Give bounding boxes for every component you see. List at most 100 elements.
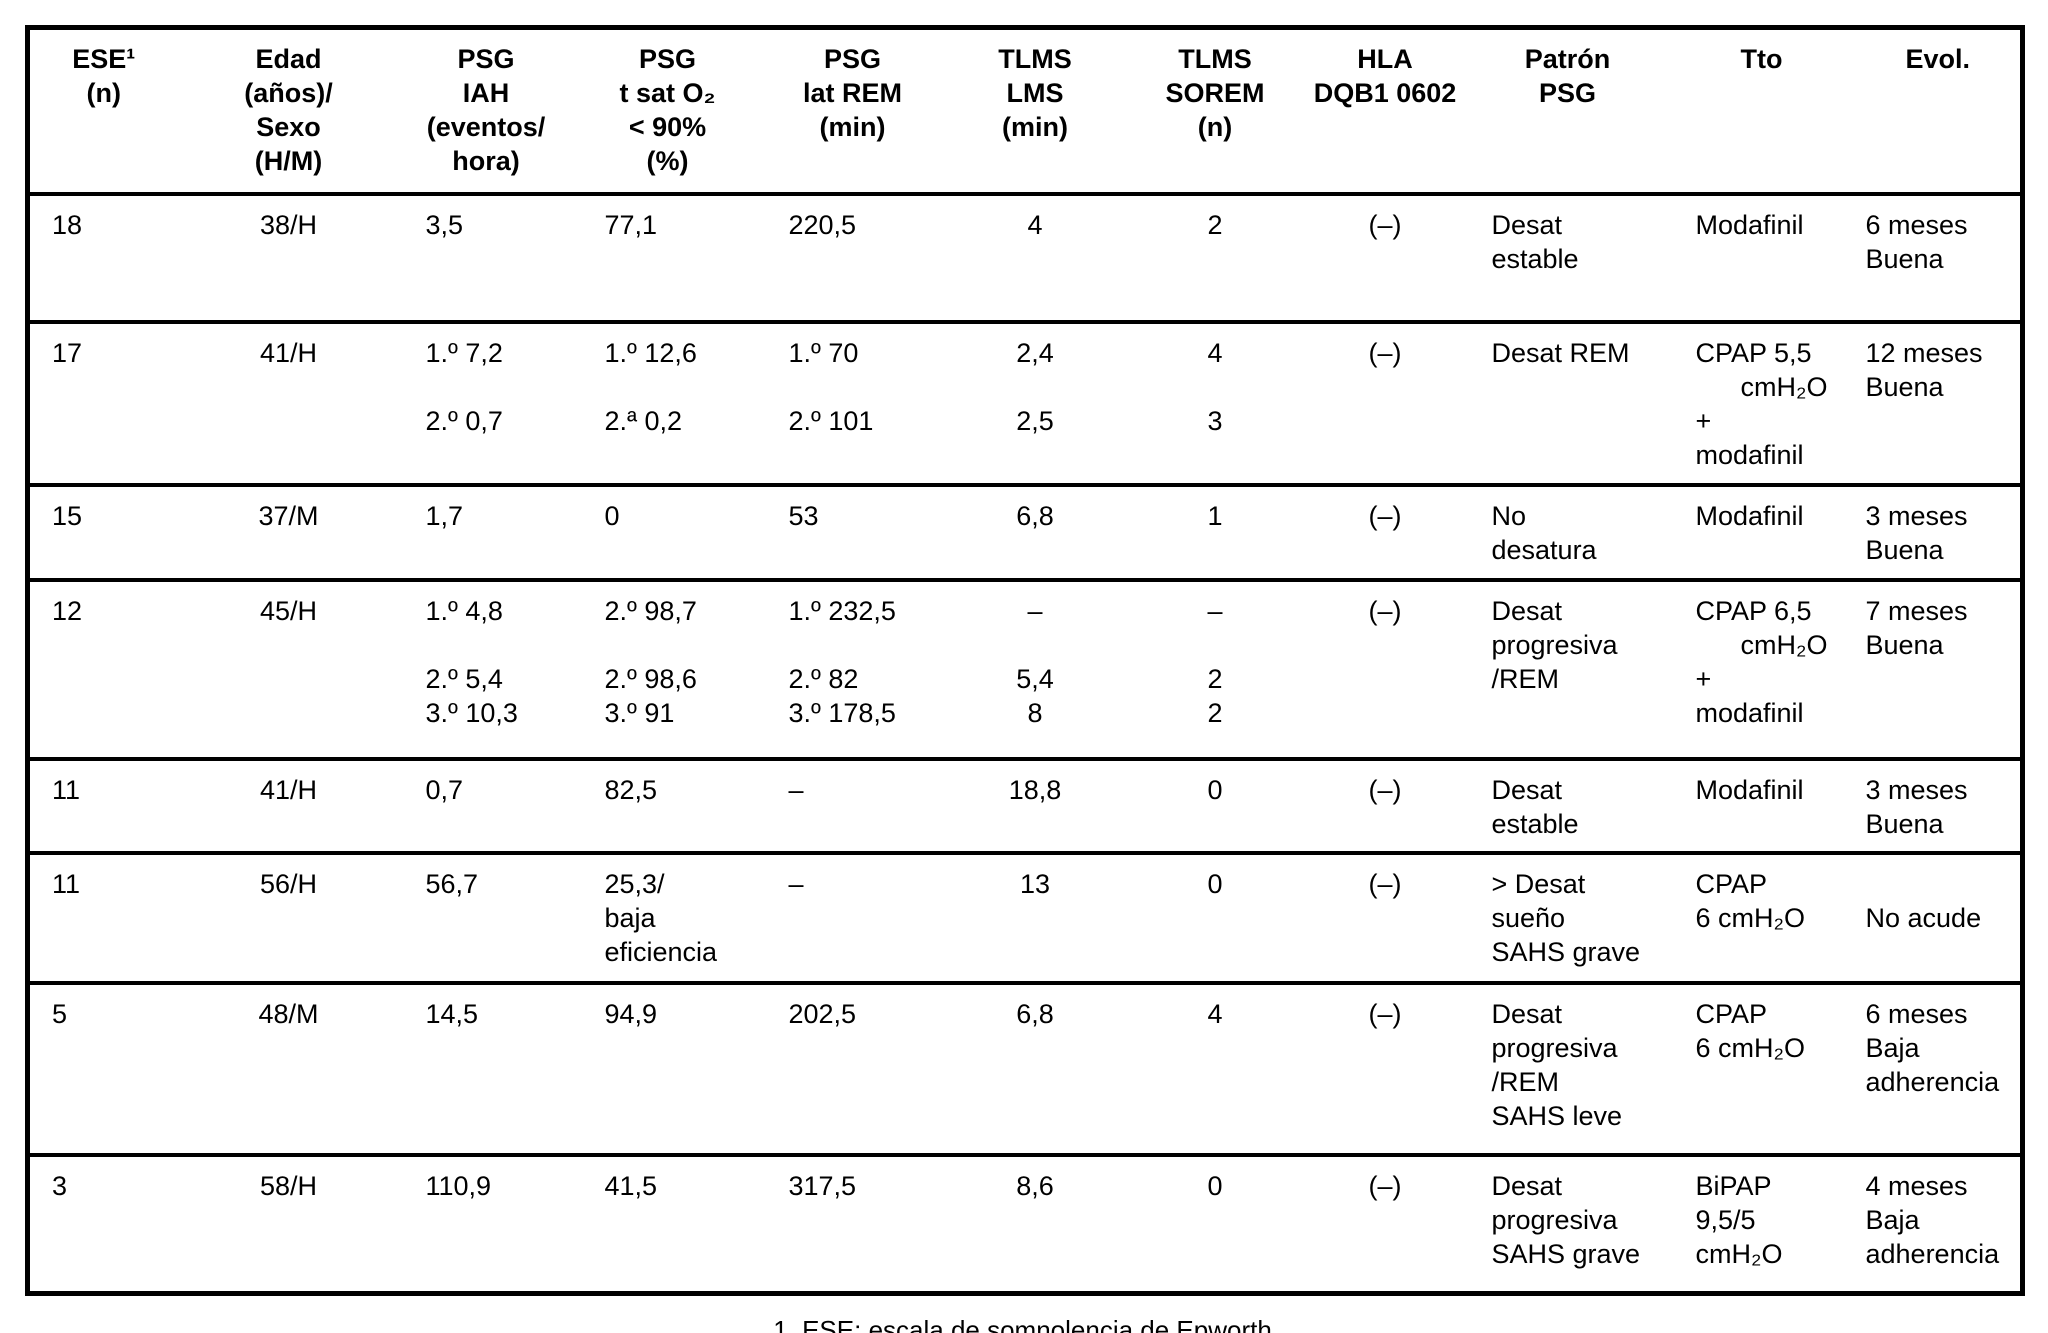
table-cell: 4 — [942, 194, 1128, 324]
table-cell: 1.º 70 2.º 101 — [762, 322, 943, 487]
table-cell: 18,8 — [942, 759, 1128, 855]
table-cell: 1.º 232,5 2.º 82 3.º 178,5 — [762, 580, 943, 761]
table-cell: 11 — [27, 853, 178, 985]
table-cell: 2 — [1127, 194, 1303, 324]
table-cell: Modafinil — [1667, 194, 1856, 324]
table-cell: 6,8 — [942, 485, 1128, 582]
table-cell: 2.º 98,7 2.º 98,6 3.º 91 — [572, 580, 763, 761]
table-cell: 13 — [942, 853, 1128, 985]
table-cell: 37/M — [177, 485, 400, 582]
table-cell: CPAP 6 cmH₂O — [1667, 983, 1856, 1157]
table-cell: > Desat sueño SAHS grave — [1467, 853, 1668, 985]
table-cell: – — [762, 853, 943, 985]
table-cell: 17 — [27, 322, 178, 487]
table-cell: – 5,4 8 — [942, 580, 1128, 761]
column-header-psg-iah: PSG IAH (eventos/ hora) — [399, 27, 573, 196]
column-header-patron-psg: Patrón PSG — [1467, 27, 1668, 196]
table-row: 12 45/H 1.º 4,8 2.º 5,4 3.º 10,3 2.º 98,… — [27, 580, 2023, 761]
table-cell: 3 — [27, 1155, 178, 1295]
table-cell: 11 — [27, 759, 178, 855]
table-cell: No desatura — [1467, 485, 1668, 582]
column-header-tlms-sorem: TLMS SOREM (n) — [1127, 27, 1303, 196]
column-header-tlms-lms: TLMS LMS (min) — [942, 27, 1128, 196]
table-cell: 2,4 2,5 — [942, 322, 1128, 487]
table-cell: 6 meses Buena — [1855, 194, 2023, 324]
table-cell: (–) — [1302, 759, 1468, 855]
table-cell: 12 meses Buena — [1855, 322, 2023, 487]
table-cell: 18 — [27, 194, 178, 324]
table-cell: (–) — [1302, 853, 1468, 985]
column-header-edad-sexo: Edad (años)/ Sexo (H/M) — [177, 27, 400, 196]
table-cell: 1,7 — [399, 485, 573, 582]
table-cell: 0 — [1127, 759, 1303, 855]
table-cell: 3,5 — [399, 194, 573, 324]
table-cell: 41/H — [177, 759, 400, 855]
table-cell: 110,9 — [399, 1155, 573, 1295]
table-cell: 0 — [1127, 1155, 1303, 1295]
table-cell: 82,5 — [572, 759, 763, 855]
table-cell: 4 3 — [1127, 322, 1303, 487]
table-cell: Desat progresiva /REM SAHS leve — [1467, 983, 1668, 1157]
table-cell: (–) — [1302, 322, 1468, 487]
table-cell: 41,5 — [572, 1155, 763, 1295]
column-header-evol: Evol. — [1855, 27, 2023, 196]
table-cell: 1.º 4,8 2.º 5,4 3.º 10,3 — [399, 580, 573, 761]
table-row: 3 58/H 110,9 41,5 317,5 8,6 0 (–) Desat … — [27, 1155, 2023, 1295]
table-cell: 0 — [572, 485, 763, 582]
table-row: 18 38/H 3,5 77,1 220,5 4 2 (–) Desat est… — [27, 194, 2023, 324]
table-cell: Modafinil — [1667, 759, 1856, 855]
table-cell: 4 — [1127, 983, 1303, 1157]
table-cell: 12 — [27, 580, 178, 761]
table-cell: 5 — [27, 983, 178, 1157]
table-cell: 58/H — [177, 1155, 400, 1295]
table-cell: 1.º 7,2 2.º 0,7 — [399, 322, 573, 487]
table-row: 15 37/M 1,7 0 53 6,8 1 (–) No desatura M… — [27, 485, 2023, 582]
table-cell: 6,8 — [942, 983, 1128, 1157]
table-cell: 41/H — [177, 322, 400, 487]
column-header-hla: HLA DQB1 0602 — [1302, 27, 1468, 196]
table-cell: 220,5 — [762, 194, 943, 324]
table-cell: 15 — [27, 485, 178, 582]
table-cell: 6 meses Baja adherencia — [1855, 983, 2023, 1157]
table-row: 5 48/M 14,5 94,9 202,5 6,8 4 (–) Desat p… — [27, 983, 2023, 1157]
table-cell: 25,3/ baja eficiencia — [572, 853, 763, 985]
table-cell: 4 meses Baja adherencia — [1855, 1155, 2023, 1295]
table-cell: CPAP 6,5 cmH₂O + modafinil — [1667, 580, 1856, 761]
table-cell: 94,9 — [572, 983, 763, 1157]
table-cell: 7 meses Buena — [1855, 580, 2023, 761]
table-footnote: 1. ESE: escala de somnolencia de Epworth — [773, 1314, 1272, 1333]
table-cell: 3 meses Buena — [1855, 759, 2023, 855]
table-cell: (–) — [1302, 1155, 1468, 1295]
table-cell: (–) — [1302, 485, 1468, 582]
table-cell: Desat REM — [1467, 322, 1668, 487]
table-cell: (–) — [1302, 983, 1468, 1157]
column-header-ese: ESE¹ (n) — [27, 27, 178, 196]
table-cell: – 2 2 — [1127, 580, 1303, 761]
patient-table: ESE¹ (n) Edad (años)/ Sexo (H/M) PSG IAH… — [25, 25, 2025, 1296]
table-cell: CPAP 6 cmH₂O — [1667, 853, 1856, 985]
table-cell: 317,5 — [762, 1155, 943, 1295]
table-row: 11 56/H 56,7 25,3/ baja eficiencia – 13 … — [27, 853, 2023, 985]
column-header-tto: Tto — [1667, 27, 1856, 196]
table-cell: 56,7 — [399, 853, 573, 985]
table-cell: (–) — [1302, 194, 1468, 324]
table-cell: 1.º 12,6 2.ª 0,2 — [572, 322, 763, 487]
table-cell: Desat estable — [1467, 759, 1668, 855]
table-cell: 56/H — [177, 853, 400, 985]
table-cell: – — [762, 759, 943, 855]
table-cell: 3 meses Buena — [1855, 485, 2023, 582]
header-row: ESE¹ (n) Edad (años)/ Sexo (H/M) PSG IAH… — [27, 27, 2023, 196]
table-cell: 53 — [762, 485, 943, 582]
table-cell: 1 — [1127, 485, 1303, 582]
table-cell: 0 — [1127, 853, 1303, 985]
table-cell: 8,6 — [942, 1155, 1128, 1295]
table-cell: No acude — [1855, 853, 2023, 985]
table-cell: Desat progresiva SAHS grave — [1467, 1155, 1668, 1295]
table-cell: 202,5 — [762, 983, 943, 1157]
table-cell: Desat estable — [1467, 194, 1668, 324]
table-cell: 77,1 — [572, 194, 763, 324]
table-cell: CPAP 5,5 cmH₂O + modafinil — [1667, 322, 1856, 487]
column-header-psg-lat-rem: PSG lat REM (min) — [762, 27, 943, 196]
table-cell: 45/H — [177, 580, 400, 761]
